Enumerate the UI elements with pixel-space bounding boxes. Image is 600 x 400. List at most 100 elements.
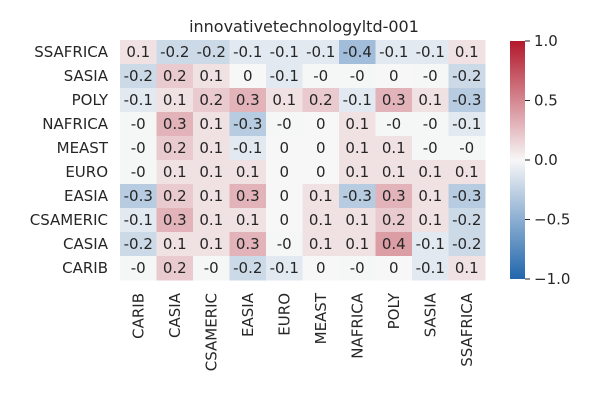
colorbar	[510, 41, 525, 279]
cell-value-label: 0.3	[236, 187, 260, 205]
x-tick-label: CASIA	[166, 292, 184, 338]
cell-value-label: 0.1	[418, 91, 442, 109]
chart-title: innovativetechnologyltd-001	[189, 17, 419, 36]
x-tick-label: SASIA	[421, 292, 439, 337]
heatmap-cell	[193, 64, 230, 89]
colorbar-tick-label: −1.0	[534, 270, 570, 288]
cell-value-label: 0.1	[236, 211, 260, 229]
heatmap-cell	[375, 256, 413, 281]
heatmap-cell	[339, 232, 376, 257]
cell-value-label: -0	[423, 115, 438, 133]
cell-value-label: 0.1	[199, 115, 223, 133]
cell-value-label: 0.3	[236, 91, 260, 109]
cell-value-label: 0.1	[309, 211, 333, 229]
cell-value-label: 0.3	[163, 211, 187, 229]
y-tick-label: CARIB	[62, 259, 108, 277]
cell-value-label: 0.1	[345, 139, 369, 157]
cell-value-label: -0.1	[379, 43, 408, 61]
heatmap-cell	[229, 136, 267, 161]
heatmap-cell	[193, 256, 230, 281]
colorbar-tick-label: 0.5	[534, 92, 558, 110]
cell-value-label: -0	[350, 67, 365, 85]
cell-value-label: 0	[316, 115, 326, 133]
cell-value-label: 0.1	[199, 67, 223, 85]
cell-value-label: 0	[316, 163, 326, 181]
heatmap-cell	[229, 40, 267, 65]
cell-value-label: -0	[459, 139, 474, 157]
heatmap-cell	[302, 64, 340, 89]
cell-value-label: -0	[386, 115, 401, 133]
heatmap-cell	[448, 136, 486, 161]
colorbar-tick-label: 0.0	[534, 151, 558, 169]
y-tick-label: SASIA	[64, 67, 109, 85]
heatmap-cell	[375, 88, 413, 113]
heatmap-cell	[156, 40, 194, 65]
heatmap-cell	[120, 136, 157, 161]
heatmap-cell	[193, 208, 230, 233]
cell-value-label: -0.3	[343, 187, 372, 205]
heatmap-cell	[375, 160, 413, 185]
heatmap-cell	[448, 64, 486, 89]
heatmap-cell	[375, 184, 413, 209]
heatmap-cell	[412, 40, 449, 65]
heatmap-cell	[448, 184, 486, 209]
cell-value-label: -0.2	[452, 211, 481, 229]
heatmap-cell	[339, 112, 376, 137]
heatmap-cell	[302, 136, 340, 161]
heatmap-cell	[339, 88, 376, 113]
y-tick-label: EASIA	[64, 187, 109, 205]
heatmap-cell	[375, 136, 413, 161]
cell-value-label: 0.1	[345, 211, 369, 229]
y-tick-label: MEAST	[57, 139, 109, 157]
heatmap-cell	[193, 184, 230, 209]
heatmap-cell	[339, 208, 376, 233]
cell-value-label: -0.1	[124, 211, 153, 229]
cell-value-label: -0.1	[270, 259, 299, 277]
cell-value-label: -0.3	[452, 187, 481, 205]
heatmap-cell	[375, 64, 413, 89]
cell-value-label: 0.1	[199, 235, 223, 253]
cell-value-label: 0.3	[163, 115, 187, 133]
cell-value-label: 0	[279, 211, 289, 229]
cell-value-label: -0	[277, 235, 292, 253]
cell-value-label: -0	[131, 115, 146, 133]
heatmap-cell	[412, 136, 449, 161]
cell-value-label: -0.1	[416, 43, 445, 61]
cell-value-label: -0	[423, 139, 438, 157]
cell-value-label: 0.1	[455, 259, 479, 277]
y-tick-label: NAFRICA	[42, 115, 108, 133]
cell-value-label: 0.2	[163, 187, 187, 205]
cell-value-label: 0	[243, 67, 253, 85]
cell-value-label: 0	[389, 259, 399, 277]
cell-value-label: -0	[131, 259, 146, 277]
cell-value-label: 0.1	[126, 43, 150, 61]
cell-value-label: -0	[131, 139, 146, 157]
heatmap-cell	[375, 112, 413, 137]
y-tick-label: SSAFRICA	[34, 43, 109, 61]
heatmap-cell	[412, 88, 449, 113]
heatmap-cell	[156, 256, 194, 281]
heatmap-cell	[120, 232, 157, 257]
cell-value-label: 0.1	[163, 163, 187, 181]
heatmap-cell	[266, 232, 303, 257]
cell-value-label: -0.4	[343, 43, 372, 61]
heatmap-cell	[229, 160, 267, 185]
x-tick-label: CSAMERIC	[202, 293, 220, 371]
colorbar-tick-label: −0.5	[534, 211, 570, 229]
heatmap-cell	[302, 40, 340, 65]
heatmap-cell	[266, 256, 303, 281]
heatmap-cell	[448, 256, 486, 281]
x-tick-label: SSAFRICA	[458, 292, 476, 367]
cell-value-label: -0.1	[270, 67, 299, 85]
cell-value-label: 0.2	[163, 139, 187, 157]
cell-value-label: 0.2	[309, 91, 333, 109]
x-tick-label: CARIB	[129, 293, 147, 339]
heatmap-cell	[339, 184, 376, 209]
cell-value-label: 0.2	[163, 67, 187, 85]
cell-value-label: 0.1	[345, 115, 369, 133]
cell-value-label: 0	[279, 163, 289, 181]
heatmap-cell	[229, 64, 267, 89]
cell-value-label: -0.1	[452, 115, 481, 133]
heatmap-cell	[266, 136, 303, 161]
